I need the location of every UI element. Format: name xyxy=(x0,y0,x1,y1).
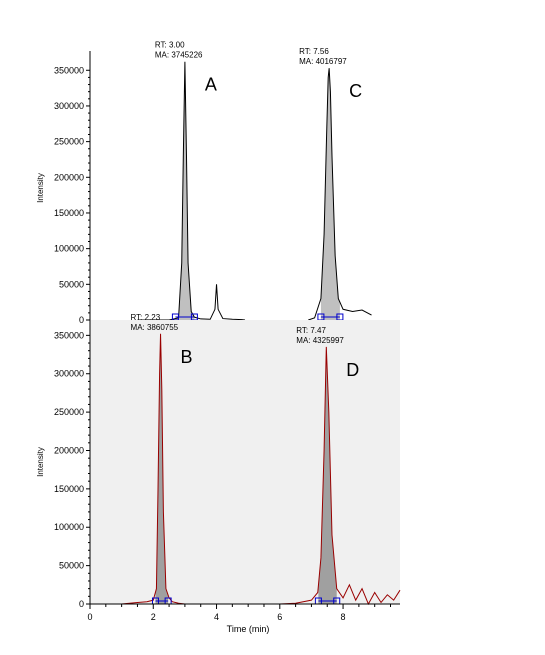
y-tick-label: 250000 xyxy=(54,137,84,147)
peak-area-b xyxy=(155,333,169,604)
y-tick-label: 200000 xyxy=(54,172,84,182)
peak-letter-d: D xyxy=(346,360,359,380)
y-axis-label: Intensity xyxy=(36,447,45,477)
peak-ma-label: MA: 3745226 xyxy=(155,51,203,60)
peak-ma-label: MA: 4325997 xyxy=(296,336,344,345)
chromatogram-trace xyxy=(308,68,372,321)
y-tick-label: 50000 xyxy=(59,561,84,571)
y-tick-label: 150000 xyxy=(54,484,84,494)
y-tick-label: 0 xyxy=(79,315,84,325)
x-axis-label: Time (min) xyxy=(227,624,270,634)
bottom-chromatogram-panel: 0 50000 100000 150000 200000 250000 300000 3500… xyxy=(36,313,401,634)
y-tick-label: 150000 xyxy=(54,208,84,218)
x-tick-label: 0 xyxy=(87,612,92,622)
peak-rt-label: RT: 2.23 xyxy=(131,313,161,322)
y-tick-label: 50000 xyxy=(59,279,84,289)
y-tick-label: 300000 xyxy=(54,369,84,379)
x-tick-label: 4 xyxy=(214,612,219,622)
y-tick-label: 350000 xyxy=(54,330,84,340)
peak-rt-label: RT: 7.47 xyxy=(296,326,326,335)
y-tick-label: 200000 xyxy=(54,445,84,455)
plot-background xyxy=(90,320,400,604)
peak-ma-label: MA: 3860755 xyxy=(131,323,179,332)
y-tick-label: 100000 xyxy=(54,244,84,254)
y-tick-label: 350000 xyxy=(54,65,84,75)
top-chromatogram-panel: 0 50000 100000 150000 200000 250000 300000 3500… xyxy=(36,41,372,325)
peak-letter-b: B xyxy=(181,347,193,367)
y-axis-label: Intensity xyxy=(36,173,45,203)
peak-letter-a: A xyxy=(205,75,217,95)
peak-letter-c: C xyxy=(349,81,362,101)
x-tick-label: 8 xyxy=(341,612,346,622)
y-tick-label: 250000 xyxy=(54,407,84,417)
y-tick-label: 300000 xyxy=(54,101,84,111)
y-tick-label: 100000 xyxy=(54,522,84,532)
peak-area-a xyxy=(175,61,195,321)
chromatogram-trace xyxy=(137,61,246,321)
x-tick-label: 2 xyxy=(151,612,156,622)
x-tick-label: 6 xyxy=(277,612,282,622)
peak-ma-label: MA: 4016797 xyxy=(299,57,347,66)
peak-rt-label: RT: 7.56 xyxy=(299,47,329,56)
peak-rt-label: RT: 3.00 xyxy=(155,41,185,50)
y-tick-label: 0 xyxy=(79,599,84,609)
